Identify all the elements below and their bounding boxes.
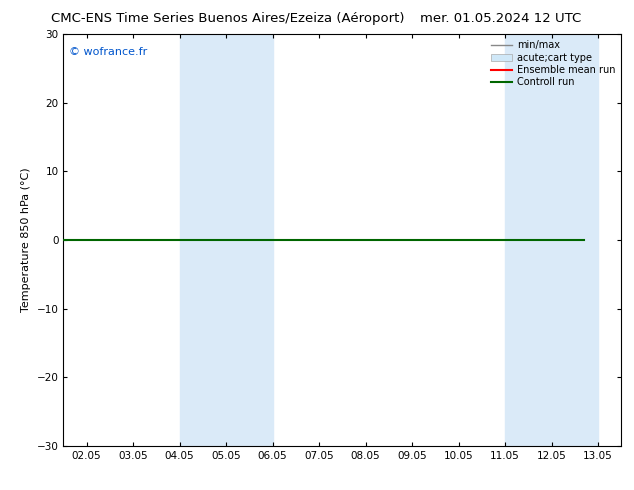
Bar [179,34,273,446]
Legend: min/max, acute;cart type, Ensemble mean run, Controll run: min/max, acute;cart type, Ensemble mean … [487,36,619,91]
Y-axis label: Temperature 850 hPa (°C): Temperature 850 hPa (°C) [21,168,31,313]
Text: CMC-ENS Time Series Buenos Aires/Ezeiza (Aéroport): CMC-ENS Time Series Buenos Aires/Ezeiza … [51,12,405,25]
Bar [505,34,598,446]
Text: mer. 01.05.2024 12 UTC: mer. 01.05.2024 12 UTC [420,12,581,25]
Text: © wofrance.fr: © wofrance.fr [69,47,147,57]
